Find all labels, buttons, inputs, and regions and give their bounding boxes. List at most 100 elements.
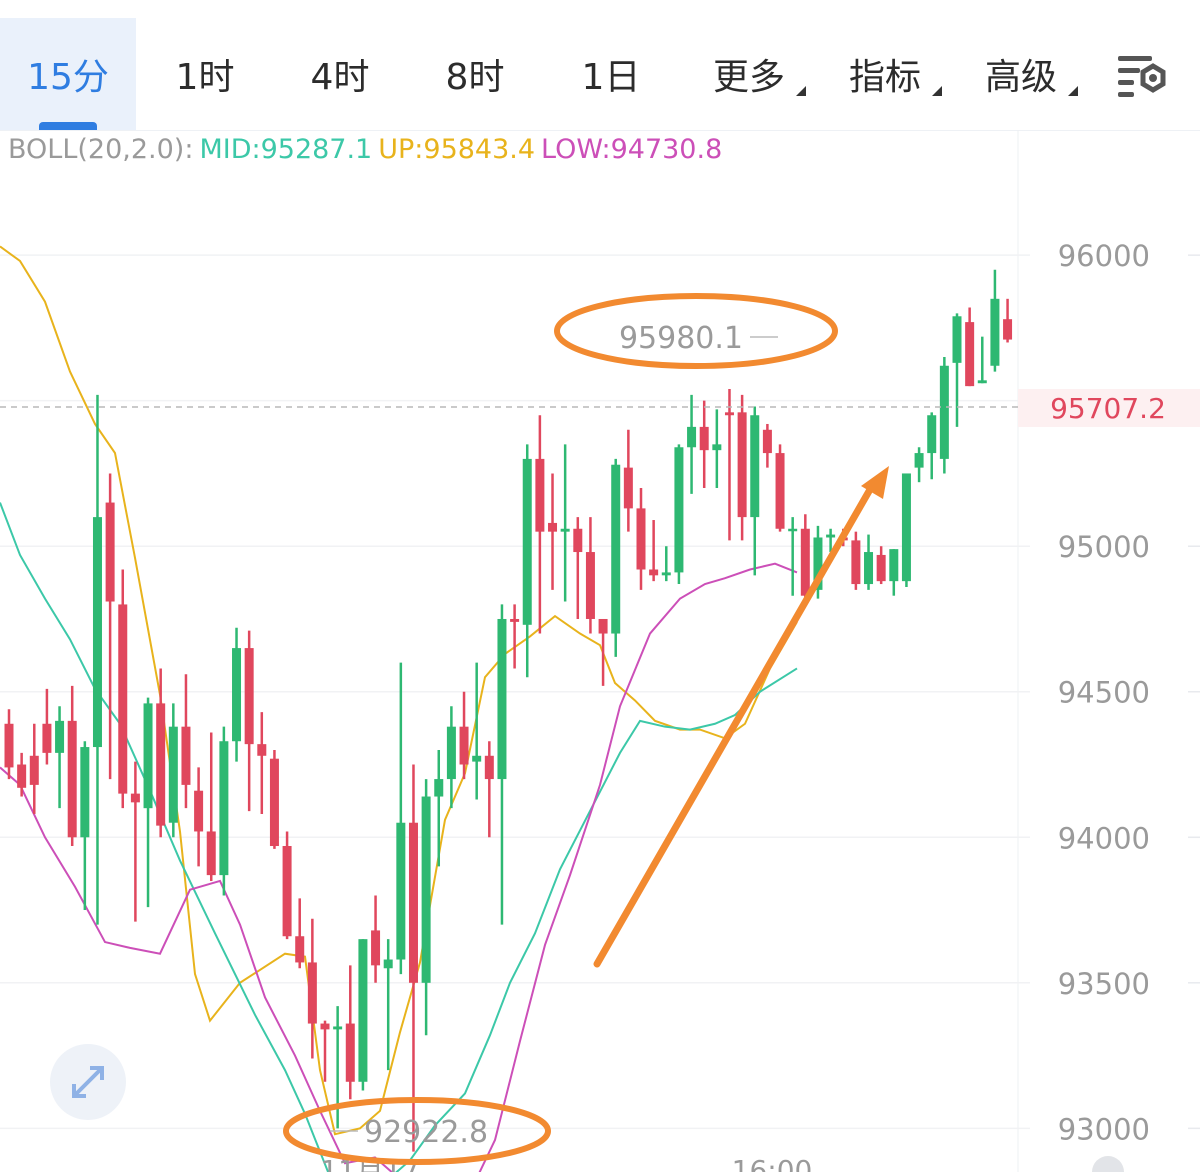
candle-body [383,959,393,969]
tab-1d[interactable]: 1日 [556,18,666,130]
candle-body [295,936,305,963]
tab-label: 8时 [445,57,505,98]
candle-body [990,298,1000,366]
candle-body [55,720,65,753]
candle-body [371,930,381,966]
current-price-badge [1018,389,1200,427]
candle-body [130,793,140,803]
candle-body [687,426,697,448]
candle-body [762,429,772,454]
candle-body [560,528,570,532]
tab-label: 4时 [310,57,370,98]
tab-15min[interactable]: 15分 [0,18,136,130]
candle-body [1003,319,1013,340]
active-tab-indicator [39,122,97,130]
tab-8h[interactable]: 8时 [420,18,530,130]
price-chart[interactable]: 96000955009500094500940009350093000 9570… [0,130,1200,1172]
candle-body [864,552,874,585]
boll-low-value: LOW:94730.8 [541,134,723,165]
dropdown-triangle-icon [932,86,942,96]
candle-body [788,528,798,532]
candle-body [750,415,760,518]
candle-body [92,517,102,748]
candle-body [446,726,456,780]
chart-gridlines [0,254,1200,1130]
current-price-label: 95707.2 [1050,392,1166,425]
boll-name: BOLL(20,2.0): [8,134,194,165]
candle-body [939,365,949,459]
candle-body [484,755,494,780]
fullscreen-button[interactable] [50,1044,126,1120]
candle-body [585,552,595,619]
candle-body [143,703,153,809]
tab-label: 高级 [984,57,1057,98]
candle-body [826,534,836,538]
candle-body [548,522,558,532]
candle-body [67,720,77,838]
tab-label: 1日 [581,57,641,98]
candle-body [712,444,722,451]
candle-body [914,453,924,468]
dropdown-triangle-icon [1068,86,1078,96]
candle-body [17,764,27,788]
price-axis-tick: 94000 [1058,821,1150,855]
tab-more[interactable]: 更多 [706,18,806,130]
candle-body [219,741,229,876]
candle-body [194,790,204,832]
candle-body [775,453,785,529]
candle-body [206,831,216,876]
candle-body [29,755,39,785]
boll-up-value: UP:95843.4 [378,134,536,165]
candle-body [307,962,317,1024]
candle-body [901,473,911,582]
boll-indicator-readout: BOLL(20,2.0): MID:95287.1 UP:95843.4 LOW:94… [8,134,728,165]
candle-body [598,618,608,634]
low-price-label: 92922.8 [364,1115,488,1150]
high-price-label: 95980.1 [619,321,743,356]
tab-label: 1时 [175,57,235,98]
price-axis-tick: 94500 [1058,676,1150,710]
candle-body [118,604,128,794]
tab-indicators[interactable]: 指标 [842,18,942,130]
low-annotation-circle [283,1097,551,1165]
price-axis-tick: 93500 [1058,967,1150,1001]
timeframe-toolbar: 15分 1时 4时 8时 1日 更多 指标 高级 [0,0,1200,131]
candle-body [472,755,482,762]
candle-body [927,415,937,454]
candle-body [257,744,267,756]
dropdown-triangle-icon [796,86,806,96]
expand-icon [72,1066,104,1098]
candle-body [168,726,178,823]
candle-body [636,508,646,570]
candle-body [649,569,659,576]
candle-body [232,648,242,742]
tab-1h[interactable]: 1时 [150,18,260,130]
candle-body [333,1026,343,1030]
scroll-handle[interactable] [1092,1156,1124,1172]
candle-body [345,1023,355,1082]
chart-settings-icon[interactable] [1112,44,1172,104]
price-axis-tick: 93000 [1058,1112,1150,1146]
tab-4h[interactable]: 4时 [285,18,395,130]
candle-body [952,316,962,363]
boll-upper-line [0,245,798,1136]
price-axis: 96000955009500094500940009350093000 [1058,239,1150,1146]
candle-body [181,726,191,785]
price-axis-tick: 96000 [1058,239,1150,273]
candle-body [535,458,545,532]
tab-advanced[interactable]: 高级 [978,18,1078,130]
boll-lower-line [0,562,798,1172]
x-axis-label-time: 16:00 [732,1154,813,1172]
candle-body [269,758,279,847]
candle-body [889,549,899,582]
candle-body [80,747,90,838]
candle-body [156,703,166,826]
candle-body [965,322,975,387]
candle-body [408,822,418,983]
candle-body [813,537,823,590]
uptrend-arrow-head [861,466,889,499]
candlesticks [4,269,1013,1152]
candle-body [611,464,621,634]
candle-body [661,572,671,576]
candle-body [282,846,292,937]
